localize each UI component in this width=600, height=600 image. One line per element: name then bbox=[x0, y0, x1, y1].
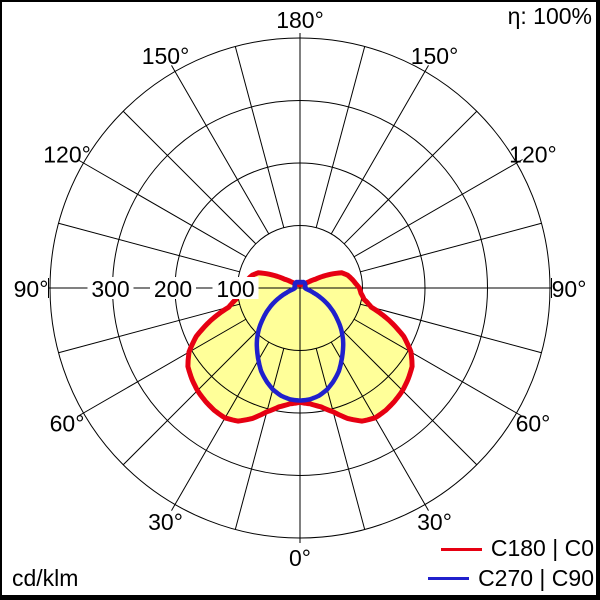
angle-label-150-left: 150° bbox=[142, 43, 190, 69]
angle-label-60-right: 60° bbox=[516, 411, 551, 437]
legend-label-c180-c0: C180 | C0 bbox=[490, 535, 594, 562]
grid-ray bbox=[122, 110, 257, 245]
radial-label-bg bbox=[150, 277, 196, 299]
grid-ray bbox=[77, 318, 247, 417]
grid-ray bbox=[171, 341, 270, 511]
legend-item-c180-c0: C180 | C0 bbox=[440, 535, 594, 562]
grid-ray bbox=[353, 159, 523, 258]
grid-ray bbox=[77, 159, 247, 258]
grid-ray bbox=[360, 303, 542, 354]
radial-scale-label-300: 300 bbox=[91, 276, 129, 302]
angle-label-60-left: 60° bbox=[50, 411, 85, 437]
radial-label-bg bbox=[87, 277, 134, 299]
grid-ray bbox=[58, 303, 240, 354]
legend: C180 | C0 C270 | C90 bbox=[428, 536, 594, 591]
grid-ray bbox=[315, 46, 366, 228]
polar-chart-canvas: 300 200 100 0° 30° 30° 60° 60° 90° 90° 120° 120° 150… bbox=[14, 7, 587, 571]
unit-label: cd/klm bbox=[12, 564, 79, 591]
grid-ray bbox=[315, 348, 366, 530]
grid-ray bbox=[343, 331, 478, 466]
legend-item-c270-c90: C270 | C90 bbox=[428, 564, 594, 591]
angle-label-150-right: 150° bbox=[411, 43, 459, 69]
grid-ray bbox=[353, 318, 523, 417]
legend-line-red bbox=[440, 547, 482, 551]
angle-label-0: 0° bbox=[289, 545, 311, 571]
legend-line-blue bbox=[428, 576, 470, 580]
curve-c270-c90 bbox=[254, 279, 346, 403]
radial-label-bg bbox=[212, 277, 259, 299]
angle-label-120-left: 120° bbox=[43, 142, 91, 168]
grid-ray bbox=[343, 110, 478, 245]
grid-ray bbox=[122, 331, 257, 466]
radial-scale-label-200: 200 bbox=[154, 276, 192, 302]
grid-ray bbox=[58, 222, 240, 273]
radial-scale-label-100: 100 bbox=[216, 276, 254, 302]
efficiency-label: η: 100% bbox=[507, 3, 592, 29]
angle-label-90-left: 90° bbox=[14, 276, 49, 302]
angle-label-120-right: 120° bbox=[509, 142, 557, 168]
grid-ray bbox=[234, 348, 285, 530]
grid-ray bbox=[330, 341, 429, 511]
grid-ray bbox=[234, 46, 285, 228]
grid-ray bbox=[330, 65, 429, 235]
angle-label-180: 180° bbox=[276, 7, 324, 33]
angle-label-30-left: 30° bbox=[148, 509, 183, 535]
grid-ray bbox=[360, 222, 542, 273]
grid-ray bbox=[171, 65, 270, 235]
legend-label-c270-c90: C270 | C90 bbox=[478, 564, 594, 591]
angle-label-30-right: 30° bbox=[417, 509, 452, 535]
angle-label-90-right: 90° bbox=[552, 276, 587, 302]
